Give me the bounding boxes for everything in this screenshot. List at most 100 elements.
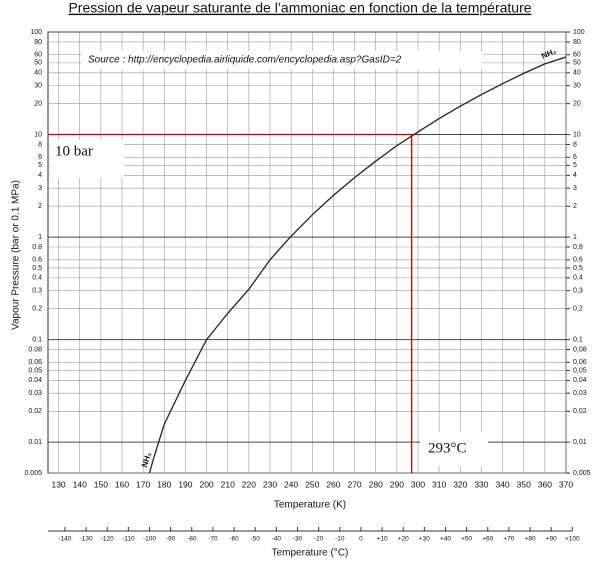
y-tick-label: 60 [34, 52, 42, 59]
source-text: Source : http://encyclopedia.airliquide.… [88, 55, 402, 66]
x2-tick-label: -120 [101, 536, 114, 543]
x2-tick-label: -100 [143, 536, 156, 543]
x-tick-label: 160 [115, 479, 129, 489]
x-tick-label: 320 [453, 479, 467, 489]
x-tick-label: 200 [199, 479, 213, 489]
x2-tick-label: +70 [503, 536, 514, 543]
x2-tick-label: -40 [272, 536, 282, 543]
x2-tick-label: -10 [335, 536, 345, 543]
y2-tick-label: 0,08 [573, 346, 587, 353]
y-tick-label: 50 [34, 60, 42, 67]
y2-tick-label: 0,05 [573, 367, 587, 374]
x-tick-label: 130 [51, 479, 65, 489]
x2-tick-label: +40 [440, 536, 451, 543]
y2-tick-label: 6 [573, 154, 577, 161]
chart-title: Pression de vapeur saturante de l’ammoni… [68, 0, 531, 16]
label-box [420, 432, 488, 466]
y-tick-label: 0.4 [32, 275, 42, 282]
x-tick-label: 180 [157, 479, 171, 489]
y2-tick-label: 40 [573, 70, 581, 77]
y2-tick-label: 0,01 [573, 439, 587, 446]
source-box [82, 51, 482, 69]
y2-tick-label: 4 [573, 172, 577, 179]
x-tick-label: 220 [242, 479, 256, 489]
y-tick-label: 100 [30, 29, 42, 36]
x2-tick-label: -80 [187, 536, 197, 543]
x2-tick-label: -140 [58, 536, 71, 543]
x-tick-label: 240 [284, 479, 298, 489]
y-tick-label: 0.2 [32, 306, 42, 313]
y-tick-label: 3 [38, 185, 42, 192]
x-axis-label: Temperature (K) [274, 500, 346, 511]
y-tick-label: 1 [38, 234, 42, 241]
y2-tick-label: 0,6 [573, 257, 583, 264]
y-tick-label: 4 [38, 172, 42, 179]
plot-area [47, 31, 567, 474]
y2-tick-label: 0,3 [573, 288, 583, 295]
y-tick-label: 8 [38, 141, 42, 148]
y2-tick-label: 0,03 [573, 390, 587, 397]
x2-tick-label: +80 [525, 536, 536, 543]
x2-tick-label: -60 [229, 536, 239, 543]
y-tick-label: 0.1 [32, 336, 42, 343]
y2-tick-label: 0,04 [573, 377, 587, 384]
y2-tick-label: 0,1 [573, 336, 583, 343]
y-tick-label: 20 [34, 101, 42, 108]
x2-tick-label: +30 [419, 536, 430, 543]
label-box [50, 140, 124, 178]
x-tick-label: 370 [559, 479, 573, 489]
y-tick-label: 0.8 [32, 244, 42, 251]
y-tick-label: 0.3 [32, 288, 42, 295]
y-tick-label: 0.05 [28, 367, 42, 374]
y2-tick-label: 0,02 [573, 408, 587, 415]
x-tick-label: 330 [474, 479, 488, 489]
y2-tick-label: 10 [573, 131, 581, 138]
marker-x-label: 293°C [428, 440, 467, 456]
y-tick-label: 0.5 [32, 265, 42, 272]
y-tick-label: 6 [38, 154, 42, 161]
y-tick-label: 10 [34, 131, 42, 138]
y2-tick-label: 100 [573, 29, 585, 36]
x-tick-label: 230 [263, 479, 277, 489]
y-tick-label: 0.6 [32, 257, 42, 264]
y-tick-label: 0.06 [28, 359, 42, 366]
x2-tick-label: -90 [166, 536, 176, 543]
y-axis-label: Vapour Pressure (bar or 0.1 MPa) [11, 180, 22, 330]
x2-tick-label: +90 [546, 536, 557, 543]
x2-tick-label: -130 [80, 536, 93, 543]
y2-tick-label: 80 [573, 39, 581, 46]
x-tick-label: 290 [390, 479, 404, 489]
x-tick-label: 310 [432, 479, 446, 489]
x-tick-label: 210 [221, 479, 235, 489]
y2-tick-label: 5 [573, 162, 577, 169]
y-tick-label: 5 [38, 162, 42, 169]
x2-tick-label: +20 [398, 536, 409, 543]
x2-tick-label: +60 [482, 536, 493, 543]
x2-tick-label: 0 [359, 536, 363, 543]
y-tick-label: 0.02 [28, 408, 42, 415]
x2-tick-label: -20 [314, 536, 324, 543]
x-tick-label: 250 [305, 479, 319, 489]
y2-tick-label: 20 [573, 101, 581, 108]
x2-axis-label: Temperature (°C) [272, 548, 349, 559]
x-tick-label: 190 [178, 479, 192, 489]
y2-tick-label: 1 [573, 234, 577, 241]
y-tick-label: 0.04 [28, 377, 42, 384]
y-tick-label: 2 [38, 203, 42, 210]
x-tick-label: 140 [73, 479, 87, 489]
y2-tick-label: 30 [573, 82, 581, 89]
x-tick-label: 170 [136, 479, 150, 489]
y2-tick-label: 0,8 [573, 244, 583, 251]
y-tick-label: 40 [34, 70, 42, 77]
y-tick-label: 0.005 [24, 470, 42, 477]
y-tick-label: 30 [34, 82, 42, 89]
y2-tick-label: 0,2 [573, 306, 583, 313]
x2-tick-label: -50 [250, 536, 260, 543]
x-tick-label: 280 [369, 479, 383, 489]
y2-tick-label: 50 [573, 60, 581, 67]
data-line [148, 56, 567, 474]
y-tick-label: 80 [34, 39, 42, 46]
x2-tick-label: +100 [565, 536, 580, 543]
y-tick-label: 0.01 [28, 439, 42, 446]
